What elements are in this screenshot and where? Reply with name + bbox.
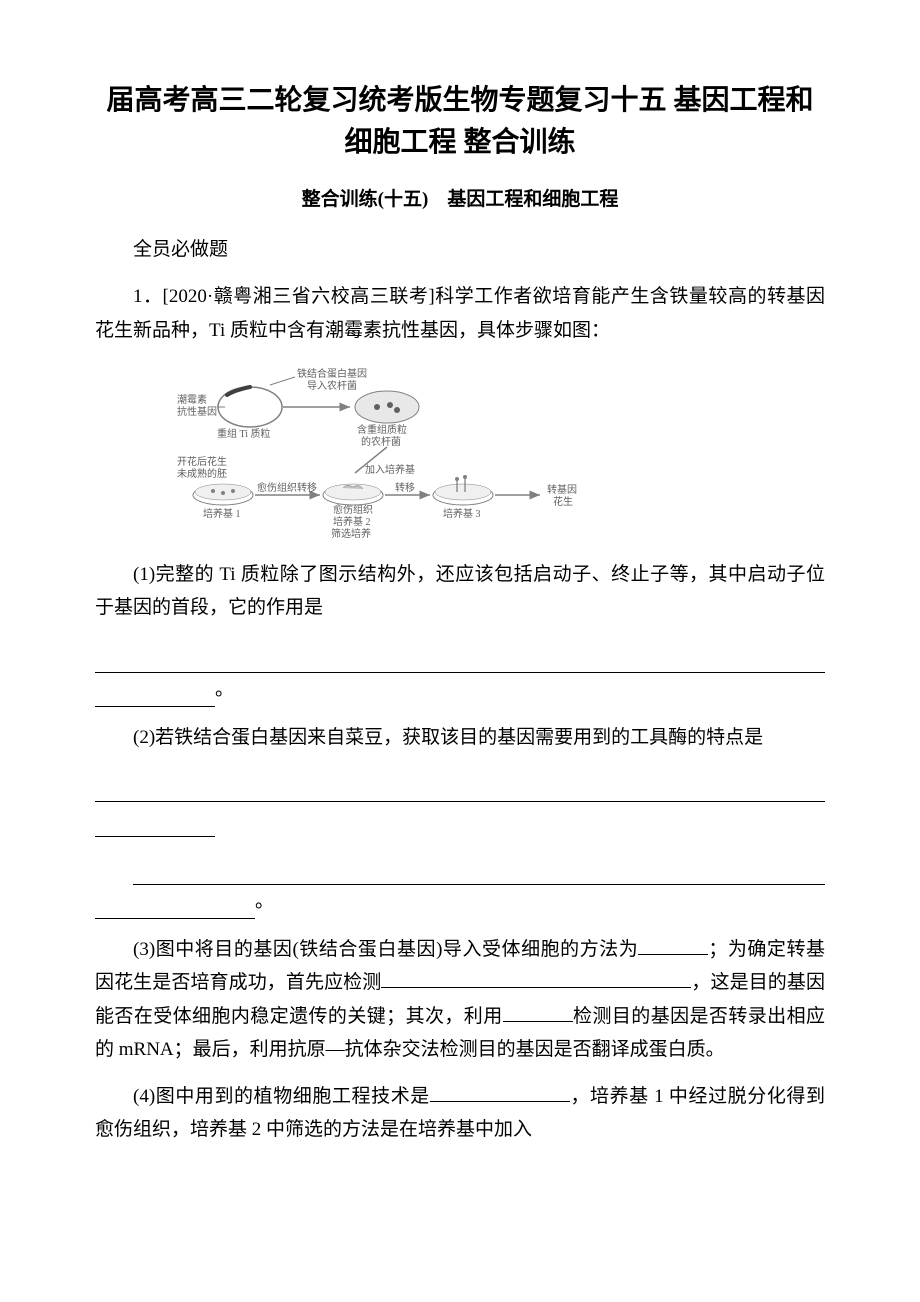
label-callus-transfer: 愈伤组织转移 <box>257 481 317 494</box>
label-agro-plasmid: 含重组质粒 <box>357 423 407 436</box>
label-immature-embryo: 未成熟的胚 <box>177 467 227 480</box>
question-2: (2)若铁结合蛋白基因来自菜豆，获取该目的基因需要用到的工具酶的特点是 <box>95 721 825 754</box>
question-4: (4)图中用到的植物细胞工程技术是，培养基 1 中经过脱分化得到愈伤组织，培养基… <box>95 1080 825 1147</box>
document-title: 届高考高三二轮复习统考版生物专题复习十五 基因工程和细胞工程 整合训练 <box>95 80 825 164</box>
q1-end: 。 <box>215 679 234 700</box>
label-add-culture: 加入培养基 <box>365 463 415 476</box>
label-peanut: 花生 <box>553 495 573 508</box>
label-transgenic: 转基因 <box>547 483 577 496</box>
label-recomb-plasmid: 重组 Ti 质粒 <box>217 427 271 440</box>
label-transfer: 转移 <box>395 481 415 494</box>
label-medium2: 培养基 2 <box>333 515 371 528</box>
label-agro-bacterium: 的农杆菌 <box>361 435 401 448</box>
label-flowering-peanut: 开花后花生 <box>177 455 227 468</box>
document-subtitle: 整合训练(十五) 基因工程和细胞工程 <box>95 184 825 211</box>
q1-blank-line: 。 <box>95 638 825 707</box>
label-medium1: 培养基 1 <box>203 507 241 520</box>
q4-blank1 <box>430 1081 570 1102</box>
question-1: (1)完整的 Ti 质粒除了图示结构外，还应该包括启动子、终止子等，其中启动子位… <box>95 558 825 625</box>
q3-blank1 <box>638 934 708 955</box>
q3-blank2 <box>381 967 691 988</box>
q2-blank-lines: 。 <box>95 768 825 919</box>
q1-text: (1)完整的 Ti 质粒除了图示结构外，还应该包括启动子、终止子等，其中启动子位… <box>95 564 825 618</box>
flowchart-diagram: 潮霉素 抗性基因 重组 Ti 质粒 铁结合蛋白基因 导入农杆菌 含重组质粒 的农… <box>175 365 825 540</box>
q3-text1: (3)图中将目的基因(铁结合蛋白基因)导入受体细胞的方法为 <box>133 939 638 960</box>
question-intro: 1．[2020·赣粤湘三省六校高三联考]科学工作者欲培育能产生含铁量较高的转基因… <box>95 280 825 347</box>
q3-blank3 <box>503 1001 573 1022</box>
label-callus: 愈伤组织 <box>333 503 373 516</box>
section-header: 全员必做题 <box>95 233 825 266</box>
label-import-agro: 导入农杆菌 <box>307 379 357 392</box>
label-screen-culture: 筛选培养 <box>331 527 371 540</box>
q2-end: 。 <box>255 891 274 912</box>
label-iron-gene: 铁结合蛋白基因 <box>297 367 367 380</box>
label-resistance-gene: 抗性基因 <box>177 405 217 418</box>
q4-text1: (4)图中用到的植物细胞工程技术是 <box>133 1086 430 1107</box>
label-hygromycin: 潮霉素 <box>177 393 207 406</box>
q2-text: (2)若铁结合蛋白基因来自菜豆，获取该目的基因需要用到的工具酶的特点是 <box>133 727 763 748</box>
label-medium3: 培养基 3 <box>443 507 481 520</box>
question-3: (3)图中将目的基因(铁结合蛋白基因)导入受体细胞的方法为；为确定转基因花生是否… <box>95 933 825 1066</box>
